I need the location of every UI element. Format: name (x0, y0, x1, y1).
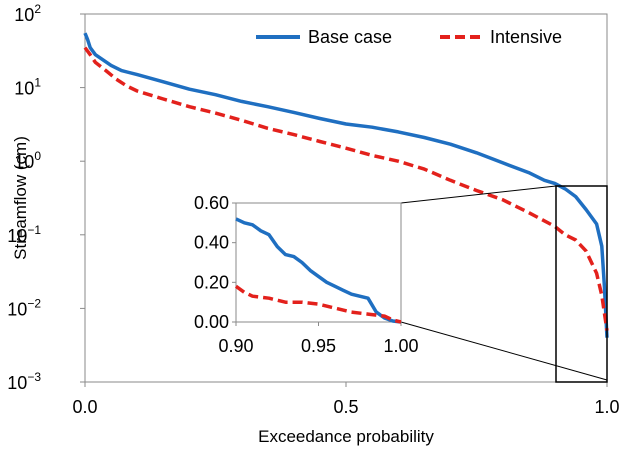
zoom-connector-top (400, 185, 557, 204)
inset-y-tick-label: 0.00 (194, 312, 229, 332)
inset-series-base-case-line (235, 217, 402, 324)
legend-base-case-label: Base case (308, 27, 392, 47)
zoom-connector-bottom (400, 321, 608, 381)
main-plot-frame (84, 13, 608, 383)
inset-x-tick-label: 0.90 (218, 336, 253, 356)
y-axis-label: Streamflow (cm) (11, 136, 30, 260)
main-series-intensive-line (83, 46, 609, 331)
inset-y-tick-label: 0.60 (194, 193, 229, 213)
main-series-base-case-line (83, 32, 609, 338)
inset-series-group (234, 217, 402, 324)
main-y-tick-label: 10−3 (7, 370, 41, 393)
main-x-tick-label: 0.0 (72, 397, 97, 417)
legend: Base case Intensive (256, 27, 562, 47)
main-series-group (83, 32, 609, 338)
inset-background (235, 202, 402, 323)
main-x-ticks: 0.0 0.5 1.0 (72, 382, 620, 417)
inset-y-tick-label: 0.20 (194, 272, 229, 292)
inset-series-intensive-line (234, 284, 402, 324)
main-x-tick-label: 0.5 (333, 397, 358, 417)
zoom-box (555, 185, 608, 383)
inset-y-ticks: 0.00 0.20 0.40 0.60 (194, 193, 236, 332)
inset-x-tick-label: 1.00 (383, 336, 418, 356)
inset-y-tick-label: 0.40 (194, 233, 229, 253)
inset-x-ticks: 0.90 0.95 1.00 (218, 322, 419, 356)
main-y-tick-label: 101 (14, 76, 41, 99)
main-x-tick-label: 1.0 (594, 397, 619, 417)
x-axis-label: Exceedance probability (258, 427, 434, 446)
main-y-tick-label: 102 (14, 2, 41, 25)
inset-x-tick-label: 0.95 (301, 336, 336, 356)
main-y-tick-label: 10−2 (7, 296, 41, 319)
legend-intensive-label: Intensive (490, 27, 562, 47)
